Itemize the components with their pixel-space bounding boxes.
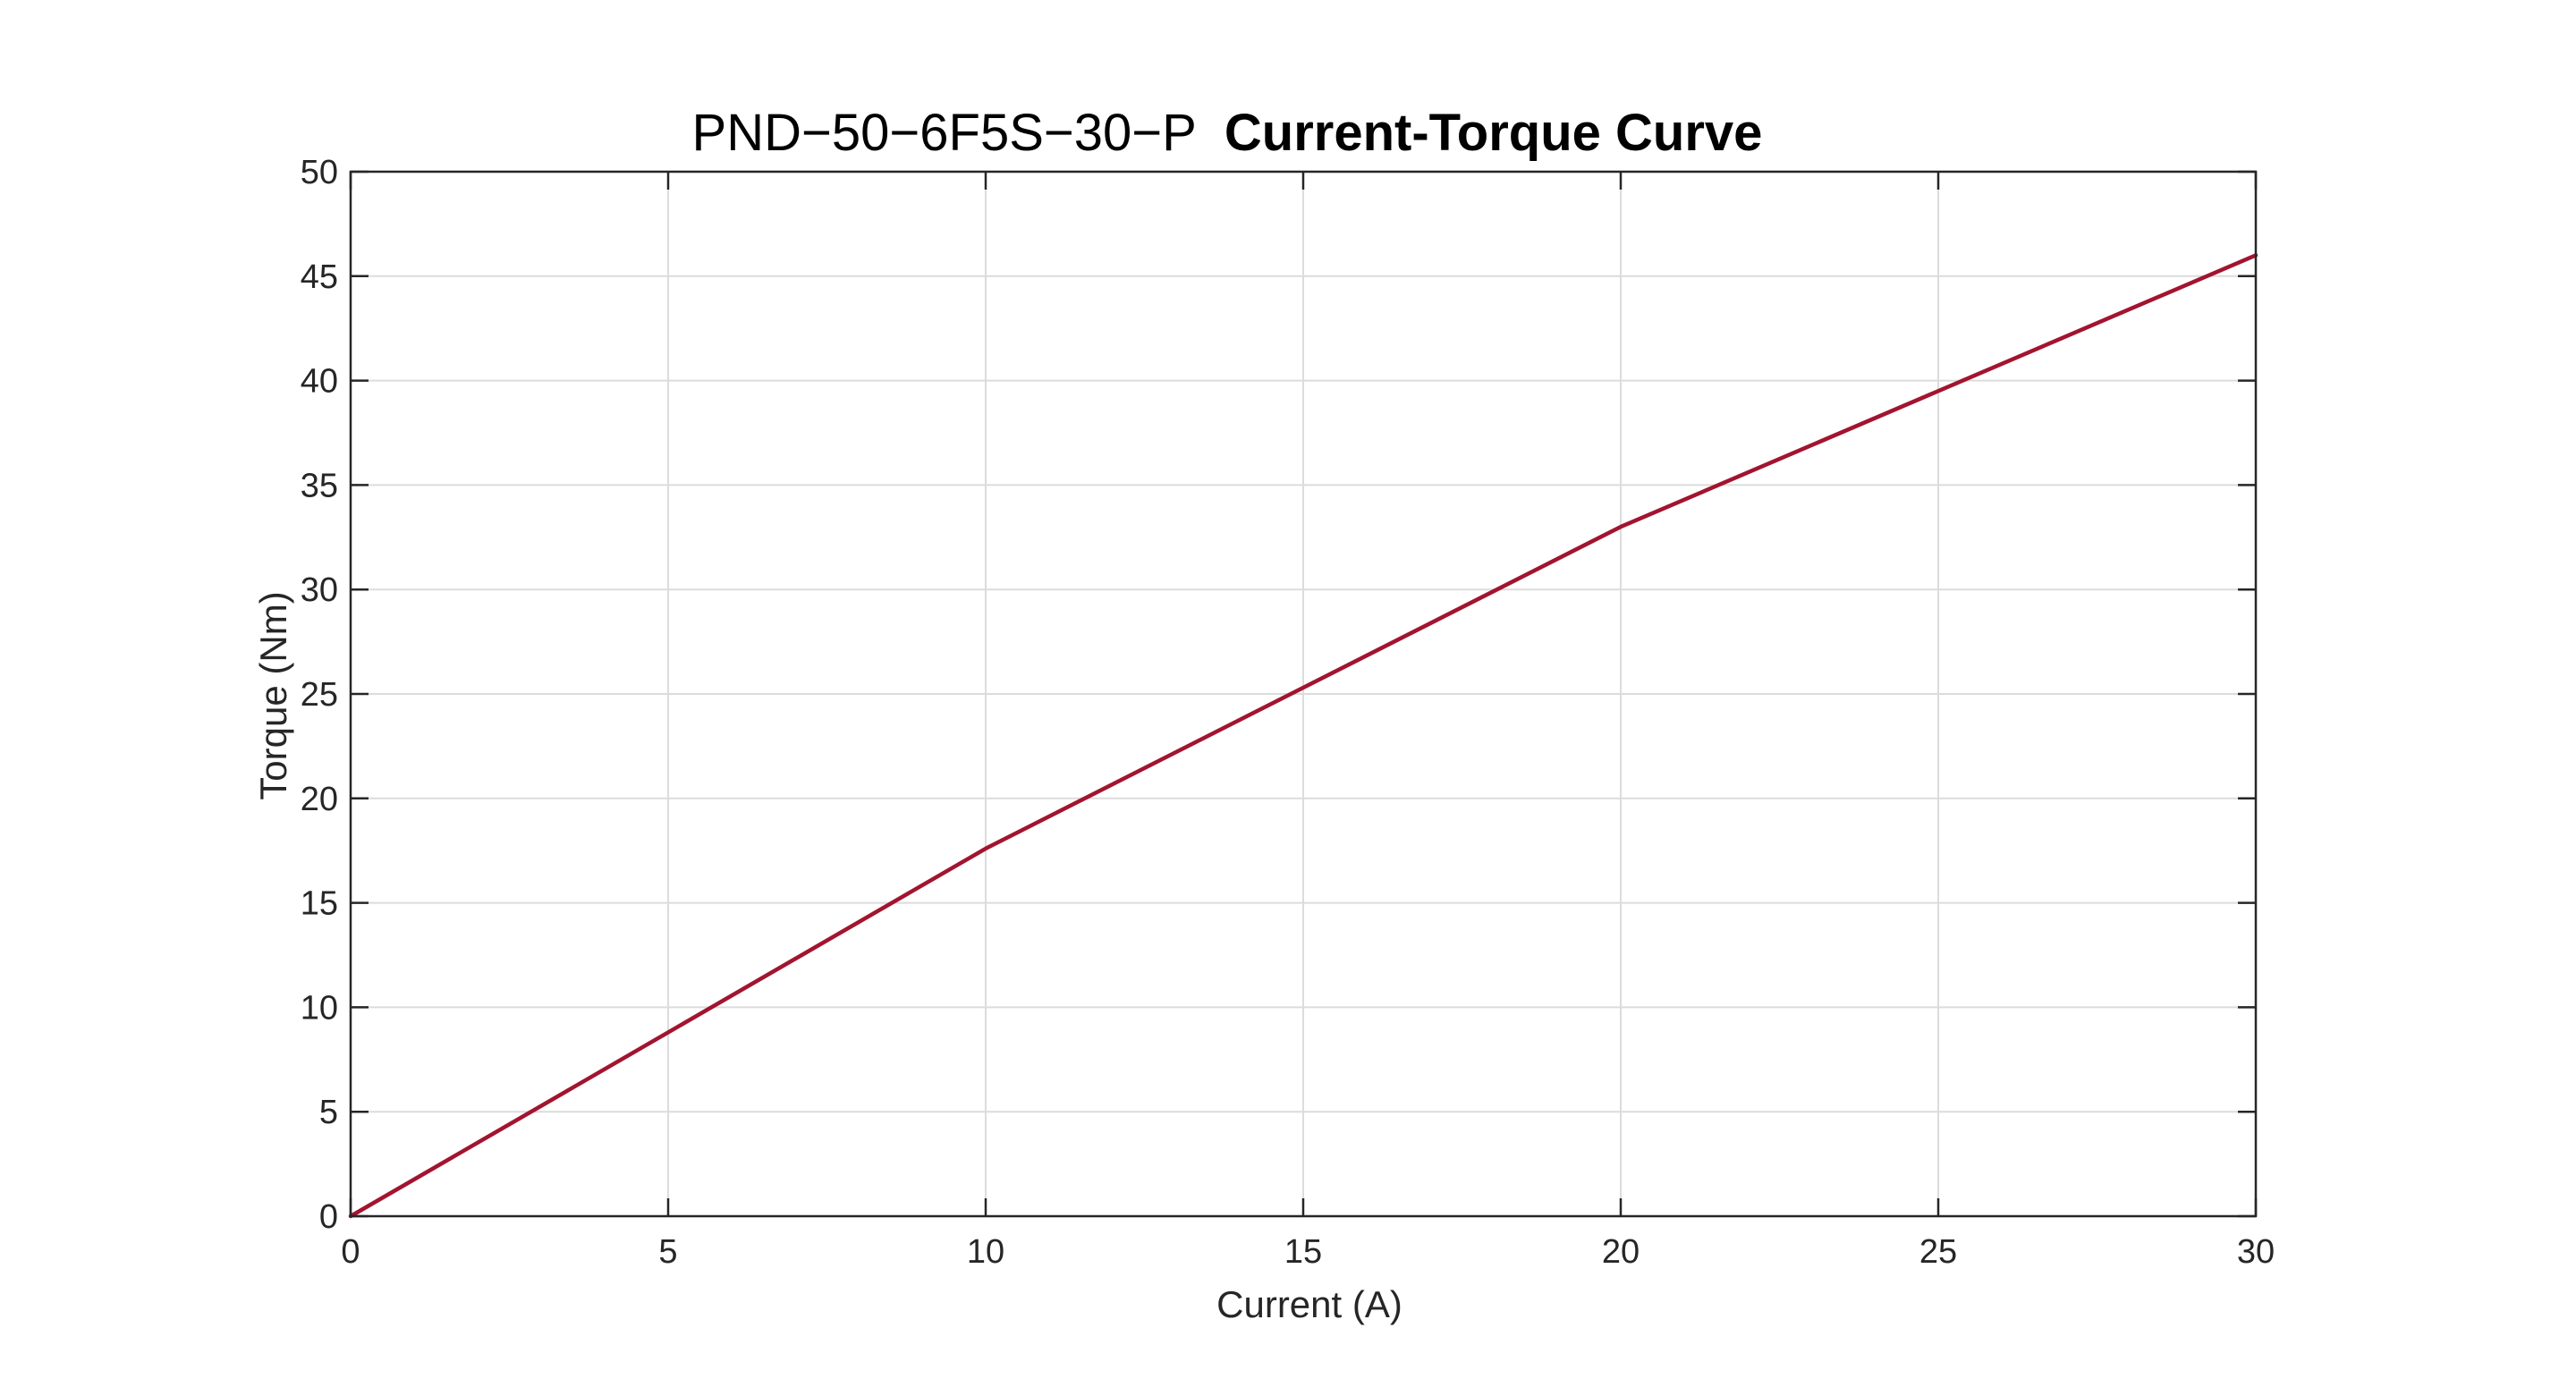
y-tick-label: 5: [319, 1094, 338, 1131]
grid-lines: [351, 172, 2256, 1216]
y-tick-label: 45: [301, 258, 338, 296]
y-tick-label: 25: [301, 676, 338, 714]
y-tick-labels: 0 5 10 15 20 25 30 35 40 45 50: [301, 154, 338, 1236]
y-tick-label: 50: [301, 154, 338, 191]
y-tick-label: 10: [301, 989, 338, 1027]
y-tick-label: 35: [301, 467, 338, 504]
x-tick-labels: 0 5 10 15 20 25 30: [341, 1233, 2275, 1271]
x-tick-label: 5: [658, 1233, 677, 1271]
chart-title: PND−50−6F5S−30−P Current-Torque Curve: [692, 104, 1763, 162]
series-line-0: [348, 253, 2258, 1219]
y-tick-label: 20: [301, 781, 338, 818]
chart-title-model: PND−50−6F5S−30−P: [692, 104, 1196, 162]
x-axis-label: Current (A): [1216, 1283, 1402, 1325]
x-tick-label: 0: [341, 1233, 360, 1271]
x-tick-label: 10: [967, 1233, 1004, 1271]
y-tick-label: 15: [301, 885, 338, 923]
chart-title-suffix: Current-Torque Curve: [1224, 104, 1763, 162]
y-tick-label: 40: [301, 363, 338, 401]
y-axis-label: Torque (Nm): [252, 591, 294, 799]
x-tick-label: 15: [1284, 1233, 1322, 1271]
x-tick-label: 30: [2237, 1233, 2275, 1271]
series-layer: [348, 253, 2258, 1219]
y-tick-label: 30: [301, 571, 338, 609]
x-tick-label: 25: [1919, 1233, 1957, 1271]
y-tick-label: 0: [319, 1198, 338, 1236]
axis-ticks: [349, 170, 2258, 1218]
x-tick-label: 20: [1602, 1233, 1640, 1271]
